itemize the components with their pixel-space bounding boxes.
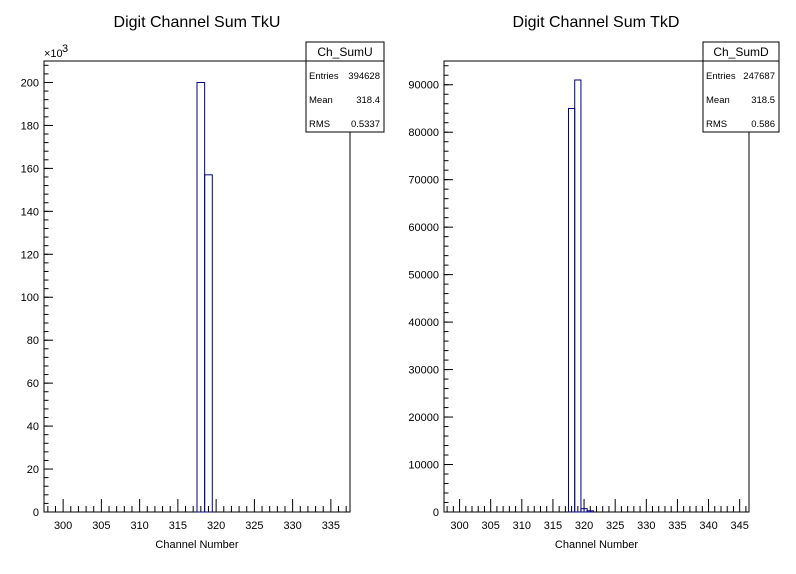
y-axis-multiplier-exponent: 3 <box>62 43 68 55</box>
stats-value: 394628 <box>348 71 380 82</box>
x-axis-label: Channel Number <box>155 539 238 551</box>
x-tick-label: 325 <box>245 520 263 532</box>
x-tick-label: 310 <box>513 520 531 532</box>
y-tick-label: 160 <box>21 163 39 175</box>
stats-box <box>305 41 385 133</box>
histogram-bin <box>574 79 582 513</box>
y-tick-label: 180 <box>21 120 39 132</box>
x-tick-label: 320 <box>575 520 593 532</box>
x-axis-label: Channel Number <box>555 539 638 551</box>
y-tick-label: 0 <box>33 507 39 519</box>
histogram-bin <box>586 510 594 513</box>
stats-value: 318.5 <box>751 95 775 106</box>
x-tick-label: 305 <box>92 520 110 532</box>
x-tick-label: 335 <box>668 520 686 532</box>
y-tick-label: 60000 <box>408 222 439 234</box>
chart-title: Digit Channel Sum TkU <box>114 14 281 31</box>
histogram-bin <box>204 174 213 513</box>
y-axis-multiplier: ×10 <box>44 48 63 60</box>
stats-label: RMS <box>309 119 330 130</box>
x-tick-label: 345 <box>730 520 748 532</box>
chart-title: Digit Channel Sum TkD <box>513 14 680 31</box>
histogram-bin <box>196 81 206 513</box>
x-tick-label: 320 <box>207 520 225 532</box>
y-tick-label: 20 <box>27 464 39 476</box>
x-tick-label: 330 <box>283 520 301 532</box>
stats-box-name: Ch_SumD <box>713 45 769 59</box>
stats-label: Entries <box>706 71 736 82</box>
x-tick-label: 330 <box>637 520 655 532</box>
y-tick-label: 30000 <box>408 365 439 377</box>
y-tick-label: 200 <box>21 77 39 89</box>
y-tick-label: 50000 <box>408 270 439 282</box>
y-tick-label: 40000 <box>408 317 439 329</box>
stats-value: 247687 <box>743 71 775 82</box>
y-tick-label: 100 <box>21 292 39 304</box>
y-tick-label: 80000 <box>408 127 439 139</box>
y-tick-label: 20000 <box>408 412 439 424</box>
x-tick-label: 300 <box>54 520 72 532</box>
x-tick-label: 305 <box>482 520 500 532</box>
x-tick-label: 315 <box>544 520 562 532</box>
y-tick-label: 120 <box>21 249 39 261</box>
stats-value: 0.586 <box>751 119 775 130</box>
y-tick-label: 0 <box>433 507 439 519</box>
x-tick-label: 300 <box>450 520 468 532</box>
x-tick-label: 340 <box>699 520 717 532</box>
x-tick-label: 335 <box>322 520 340 532</box>
histogram-bin <box>567 107 576 513</box>
stats-value: 0.5337 <box>351 119 380 130</box>
x-tick-label: 315 <box>169 520 187 532</box>
stats-label: Mean <box>309 95 333 106</box>
stats-label: Mean <box>706 95 730 106</box>
y-tick-label: 140 <box>21 206 39 218</box>
y-tick-label: 40 <box>27 421 39 433</box>
stats-label: Entries <box>309 71 339 82</box>
x-tick-label: 325 <box>606 520 624 532</box>
stats-value: 318.4 <box>356 95 380 106</box>
stats-label: RMS <box>706 119 727 130</box>
x-tick-label: 310 <box>130 520 148 532</box>
y-tick-label: 10000 <box>408 460 439 472</box>
y-tick-label: 90000 <box>408 80 439 92</box>
y-tick-label: 60 <box>27 378 39 390</box>
stats-box <box>702 41 780 133</box>
stats-box-name: Ch_SumU <box>317 45 372 59</box>
y-tick-label: 70000 <box>408 175 439 187</box>
y-tick-label: 80 <box>27 335 39 347</box>
